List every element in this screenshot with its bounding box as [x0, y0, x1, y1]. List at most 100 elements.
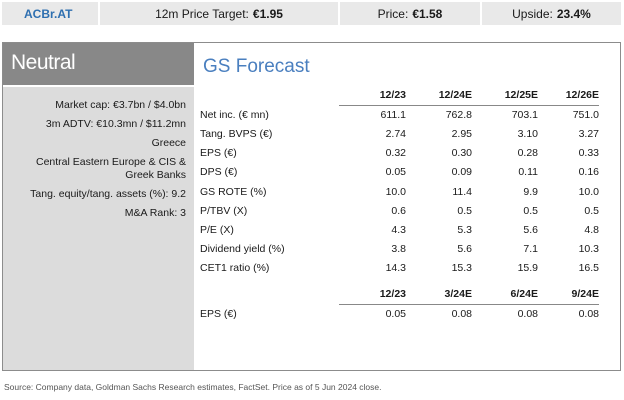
row-label: CET1 ratio (%)	[200, 262, 270, 275]
col-header: 12/26E	[538, 86, 599, 106]
cell-value: 0.08	[451, 308, 472, 321]
cell-value: 5.6	[523, 223, 538, 236]
cell-value: 0.6	[391, 204, 406, 217]
source-note: Source: Company data, Goldman Sachs Rese…	[4, 382, 382, 392]
row-label: Dividend yield (%)	[200, 243, 285, 256]
cell-value: 4.3	[391, 223, 406, 236]
cell-value: 703.1	[511, 109, 538, 122]
fact-tangible-equity: Tang. equity/tang. assets (%): 9.2	[30, 188, 186, 200]
cell-value: 7.1	[523, 243, 538, 256]
row-label: EPS (€)	[200, 307, 237, 320]
table-row: GS ROTE (%) 10.0 11.4 9.9 10.0	[194, 182, 599, 201]
cell-value: 16.5	[578, 262, 599, 275]
row-label: DPS (€)	[200, 166, 238, 179]
annual-forecast-table: 12/23 12/24E 12/25E 12/26E Net inc. (€ m…	[194, 86, 599, 278]
row-label: Tang. BVPS (€)	[200, 127, 273, 140]
cell-value: 0.5	[457, 204, 472, 217]
cell-value: 0.08	[578, 308, 599, 321]
cell-value: 751.0	[572, 109, 599, 122]
table-row: P/E (X) 4.3 5.3 5.6 4.8	[194, 220, 599, 239]
table-row: P/TBV (X) 0.6 0.5 0.5 0.5	[194, 201, 599, 220]
cell-value: 14.3	[385, 262, 406, 275]
header-bar: ACBr.AT 12m Price Target: €1.95 Price: €…	[2, 2, 621, 25]
cell-value: 611.1	[380, 109, 407, 122]
ticker-label: ACBr.AT	[2, 2, 98, 25]
cell-value: 0.33	[578, 147, 599, 160]
cell-value: 0.05	[385, 308, 406, 321]
upside-label: Upside:	[512, 6, 553, 21]
fact-country: Greece	[151, 137, 186, 149]
table-row: Tang. BVPS (€) 2.74 2.95 3.10 3.27	[194, 124, 599, 143]
cell-value: 3.10	[517, 127, 538, 140]
table-row: CET1 ratio (%) 14.3 15.3 15.9 16.5	[194, 259, 599, 278]
cell-value: 4.8	[584, 223, 599, 236]
cell-value: 2.74	[385, 127, 406, 140]
cell-value: 11.4	[452, 185, 472, 198]
fact-coverage-line2: Greek Banks	[125, 169, 186, 181]
price-value: €1.58	[412, 6, 443, 21]
rating-label: Neutral	[3, 43, 194, 85]
quarterly-forecast-table: 12/23 3/24E 6/24E 9/24E EPS (€) 0.05 0.0…	[194, 285, 599, 323]
row-label: Net inc. (€ mn)	[200, 108, 269, 121]
fact-ma-rank: M&A Rank: 3	[124, 207, 186, 219]
cell-value: 5.3	[457, 223, 472, 236]
cell-value: 0.28	[517, 147, 538, 160]
table-row: Dividend yield (%) 3.8 5.6 7.1 10.3	[194, 240, 599, 259]
table-row: EPS (€) 0.32 0.30 0.28 0.33	[194, 144, 599, 163]
forecast-title: GS Forecast	[203, 56, 310, 77]
cell-value: 5.6	[457, 243, 472, 256]
cell-value: 10.0	[578, 185, 599, 198]
col-header: 12/23	[339, 86, 406, 106]
cell-value: 2.95	[451, 127, 472, 140]
row-label: P/TBV (X)	[200, 204, 248, 217]
cell-value: 762.8	[445, 109, 472, 122]
row-label: EPS (€)	[200, 147, 237, 160]
cell-value: 9.9	[523, 185, 538, 198]
key-facts: Market cap: €3.7bn / $4.0bn 3m ADTV: €10…	[3, 99, 186, 220]
report-frame	[2, 42, 621, 371]
sidebar: Neutral Market cap: €3.7bn / $4.0bn 3m A…	[3, 43, 194, 370]
cell-value: 0.32	[385, 147, 406, 160]
col-header: 12/25E	[472, 86, 538, 106]
cell-value: 0.5	[523, 204, 538, 217]
fact-coverage-line1: Central Eastern Europe & CIS &	[36, 156, 186, 168]
cell-value: 0.11	[518, 166, 538, 179]
cell-value: 10.0	[385, 185, 406, 198]
row-label: P/E (X)	[200, 223, 234, 236]
price-target-cell: 12m Price Target: €1.95	[100, 2, 338, 25]
cell-value: 15.3	[451, 262, 472, 275]
col-header: 12/24E	[406, 86, 472, 106]
cell-value: 0.16	[578, 166, 599, 179]
table-row: Net inc. (€ mn) 611.1 762.8 703.1 751.0	[194, 105, 599, 124]
col-header: 3/24E	[406, 285, 472, 305]
col-header: 9/24E	[538, 285, 599, 305]
fact-adtv: 3m ADTV: €10.3mn / $11.2mn	[45, 118, 186, 130]
quarterly-header-row: 12/23 3/24E 6/24E 9/24E	[194, 285, 599, 305]
cell-value: 0.08	[517, 308, 538, 321]
header-blank	[194, 86, 339, 105]
upside-value: 23.4%	[556, 6, 591, 21]
fact-market-cap: Market cap: €3.7bn / $4.0bn	[55, 99, 186, 111]
table-row: DPS (€) 0.05 0.09 0.11 0.16	[194, 163, 599, 182]
price-cell: Price: €1.58	[340, 2, 480, 25]
col-header: 6/24E	[472, 285, 538, 305]
cell-value: 3.27	[578, 127, 599, 140]
col-header: 12/23	[339, 285, 406, 305]
annual-header-row: 12/23 12/24E 12/25E 12/26E	[194, 86, 599, 106]
cell-value: 15.9	[517, 262, 538, 275]
cell-value: 3.8	[391, 243, 406, 256]
table-row: EPS (€) 0.05 0.08 0.08 0.08	[194, 304, 599, 323]
price-target-label: 12m Price Target:	[155, 6, 249, 21]
price-label: Price:	[377, 6, 409, 21]
cell-value: 0.5	[584, 204, 599, 217]
upside-cell: Upside: 23.4%	[482, 2, 621, 25]
forecast-panel: GS Forecast 12/23 12/24E 12/25E 12/26E N…	[194, 43, 620, 370]
header-blank	[194, 285, 339, 304]
cell-value: 0.30	[451, 147, 472, 160]
price-target-value: €1.95	[252, 6, 283, 21]
row-label: GS ROTE (%)	[200, 185, 267, 198]
rating-divider	[3, 85, 194, 87]
cell-value: 10.3	[578, 243, 599, 256]
cell-value: 0.09	[451, 166, 472, 179]
cell-value: 0.05	[385, 166, 406, 179]
